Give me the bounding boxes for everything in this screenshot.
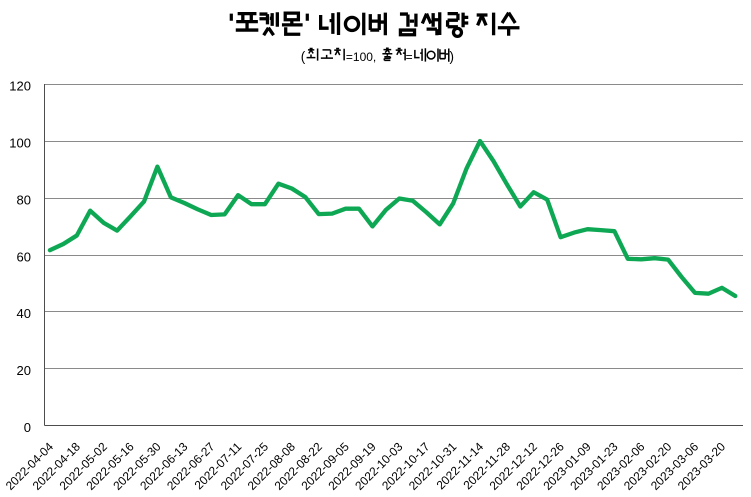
svg-text:(: ( xyxy=(301,49,306,64)
svg-text:100: 100 xyxy=(9,136,31,151)
svg-text:=100,: =100, xyxy=(346,50,376,64)
svg-text:120: 120 xyxy=(9,79,31,94)
svg-text:40: 40 xyxy=(17,306,31,321)
svg-text:80: 80 xyxy=(17,192,31,207)
svg-text:0: 0 xyxy=(24,420,31,435)
svg-text:=: = xyxy=(406,50,413,64)
svg-text:60: 60 xyxy=(17,249,31,264)
svg-text:20: 20 xyxy=(17,363,31,378)
svg-text:): ) xyxy=(450,49,455,64)
